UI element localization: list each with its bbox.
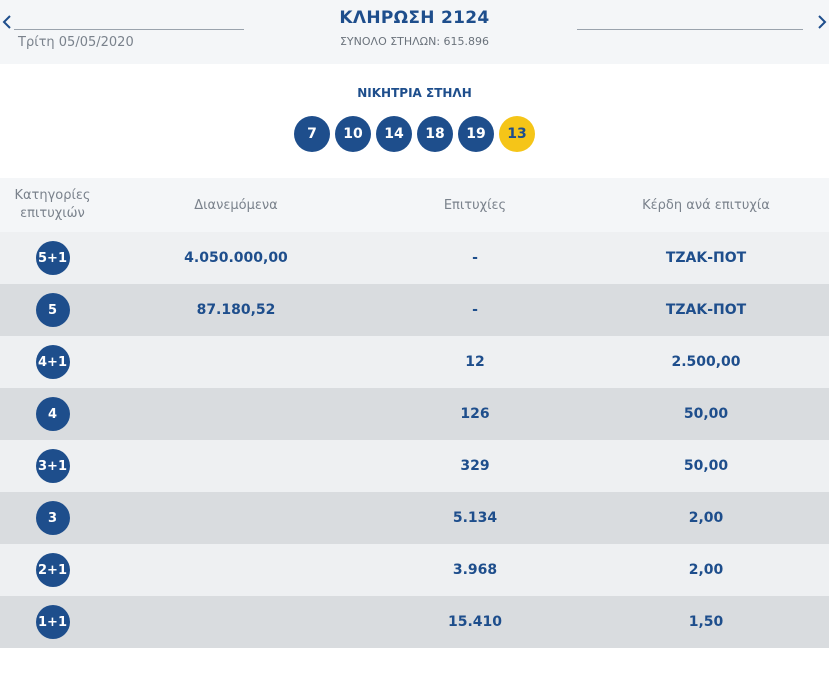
category-badge: 4+1 xyxy=(35,345,70,379)
next-draw-button[interactable] xyxy=(815,12,829,32)
winners-cell: 12 xyxy=(465,354,485,370)
category-badge: 4 xyxy=(35,397,70,431)
header-prize: Κέρδη ανά επιτυχία xyxy=(642,197,770,213)
number-ball: 7 xyxy=(294,116,330,152)
table-row: 3 5.134 2,00 xyxy=(0,492,829,544)
prize-cell: 2,00 xyxy=(688,562,724,578)
table-row: 4 126 50,00 xyxy=(0,388,829,440)
category-badge: 3+1 xyxy=(35,449,70,483)
category-badge: 3 xyxy=(35,501,70,535)
category-badge: 5 xyxy=(35,293,70,327)
table-row: 4+1 12 2.500,00 xyxy=(0,336,829,388)
category-badge: 2+1 xyxy=(35,553,70,587)
header-distributed: Διανεμόμενα xyxy=(194,197,278,213)
table-row: 2+1 3.968 2,00 xyxy=(0,544,829,596)
winners-cell: 5.134 xyxy=(452,510,498,526)
number-ball: 18 xyxy=(417,116,453,152)
distributed-cell: 4.050.000,00 xyxy=(184,250,288,266)
table-header: Κατηγορίες επιτυχιών Διανεμόμενα Επιτυχί… xyxy=(0,178,829,232)
prize-cell: 2.500,00 xyxy=(671,354,741,370)
winning-numbers: 7 10 14 18 19 13 xyxy=(0,116,829,152)
total-columns: ΣΥΝΟΛΟ ΣΤΗΛΩΝ: 615.896 xyxy=(339,35,490,48)
winners-cell: 329 xyxy=(460,458,490,474)
category-badge: 5+1 xyxy=(35,241,70,275)
table-row: 3+1 329 50,00 xyxy=(0,440,829,492)
table-row: 1+1 15.410 1,50 xyxy=(0,596,829,648)
header-category: Κατηγορίες επιτυχιών xyxy=(14,188,91,221)
draw-title: ΚΛΗΡΩΣΗ 2124 xyxy=(339,8,490,28)
winners-cell: 15.410 xyxy=(447,614,503,630)
winners-cell: 126 xyxy=(460,406,490,422)
chevron-right-icon xyxy=(818,15,827,29)
prize-cell: ΤΖΑΚ-ΠΟΤ xyxy=(665,302,747,318)
prize-cell: 1,50 xyxy=(688,614,724,630)
header-divider-left xyxy=(14,29,244,30)
prize-cell: 50,00 xyxy=(683,458,729,474)
distributed-cell: 87.180,52 xyxy=(196,302,276,318)
results-table: Κατηγορίες επιτυχιών Διανεμόμενα Επιτυχί… xyxy=(0,178,829,648)
number-ball: 14 xyxy=(376,116,412,152)
table-row: 5+1 4.050.000,00 - ΤΖΑΚ-ΠΟΤ xyxy=(0,232,829,284)
category-badge: 1+1 xyxy=(35,605,70,639)
chevron-left-icon xyxy=(2,15,11,29)
header-divider-right xyxy=(577,29,803,30)
prize-cell: 50,00 xyxy=(683,406,729,422)
number-ball: 10 xyxy=(335,116,371,152)
prize-cell: ΤΖΑΚ-ΠΟΤ xyxy=(665,250,747,266)
number-ball: 19 xyxy=(458,116,494,152)
winners-cell: - xyxy=(472,250,478,266)
winners-cell: - xyxy=(472,302,478,318)
table-row: 5 87.180,52 - ΤΖΑΚ-ΠΟΤ xyxy=(0,284,829,336)
draw-header: Τρίτη 05/05/2020 ΚΛΗΡΩΣΗ 2124 ΣΥΝΟΛΟ ΣΤΗ… xyxy=(0,0,829,64)
joker-ball: 13 xyxy=(499,116,535,152)
prize-cell: 2,00 xyxy=(688,510,724,526)
draw-date: Τρίτη 05/05/2020 xyxy=(18,35,134,50)
prev-draw-button[interactable] xyxy=(0,12,14,32)
header-winners: Επιτυχίες xyxy=(443,197,507,213)
winners-cell: 3.968 xyxy=(452,562,498,578)
winning-column-label: ΝΙΚΗΤΡΙΑ ΣΤΗΛΗ xyxy=(357,86,472,100)
